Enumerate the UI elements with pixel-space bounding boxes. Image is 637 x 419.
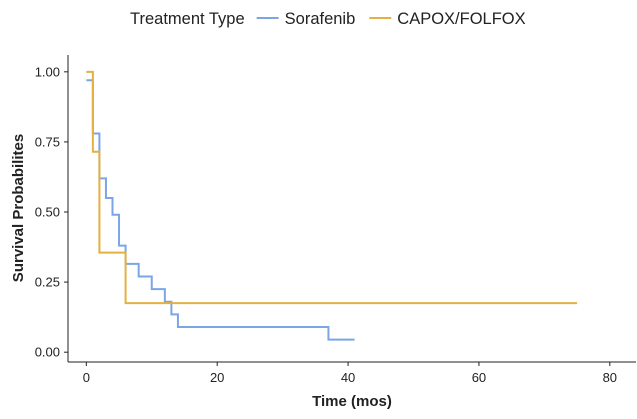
x-ticks: 0 20 40 60 80 (83, 362, 617, 385)
y-tick-label: 0.00 (35, 345, 60, 360)
series-line-capox-folfox (86, 70, 578, 305)
x-tick-label: 60 (472, 370, 486, 385)
series-layer (86, 70, 578, 341)
y-axis-label: Survival Probabilites (10, 134, 27, 282)
x-tick-label: 20 (210, 370, 224, 385)
legend-label: CAPOX/FOLFOX (397, 10, 525, 28)
y-tick-label: 0.50 (35, 205, 60, 220)
x-axis-label: Time (mos) (312, 393, 392, 410)
legend-label: Sorafenib (285, 10, 356, 28)
legend-title: Treatment Type (130, 10, 245, 28)
y-tick-label: 0.25 (35, 275, 60, 290)
legend: Treatment Type Sorafenib CAPOX/FOLFOX (130, 10, 526, 28)
legend-items: Sorafenib CAPOX/FOLFOX (256, 10, 526, 28)
x-tick-label: 0 (83, 370, 90, 385)
y-ticks: 0.00 0.25 0.50 0.75 1.00 (35, 64, 68, 360)
x-tick-label: 80 (603, 370, 617, 385)
y-tick-label: 0.75 (35, 134, 60, 149)
legend-item-capox-folfox: CAPOX/FOLFOX (369, 10, 526, 28)
y-tick-label: 1.00 (35, 64, 60, 79)
legend-item-sorafenib: Sorafenib (256, 10, 356, 28)
series-line-sorafenib (86, 79, 355, 341)
x-tick-label: 40 (341, 370, 355, 385)
